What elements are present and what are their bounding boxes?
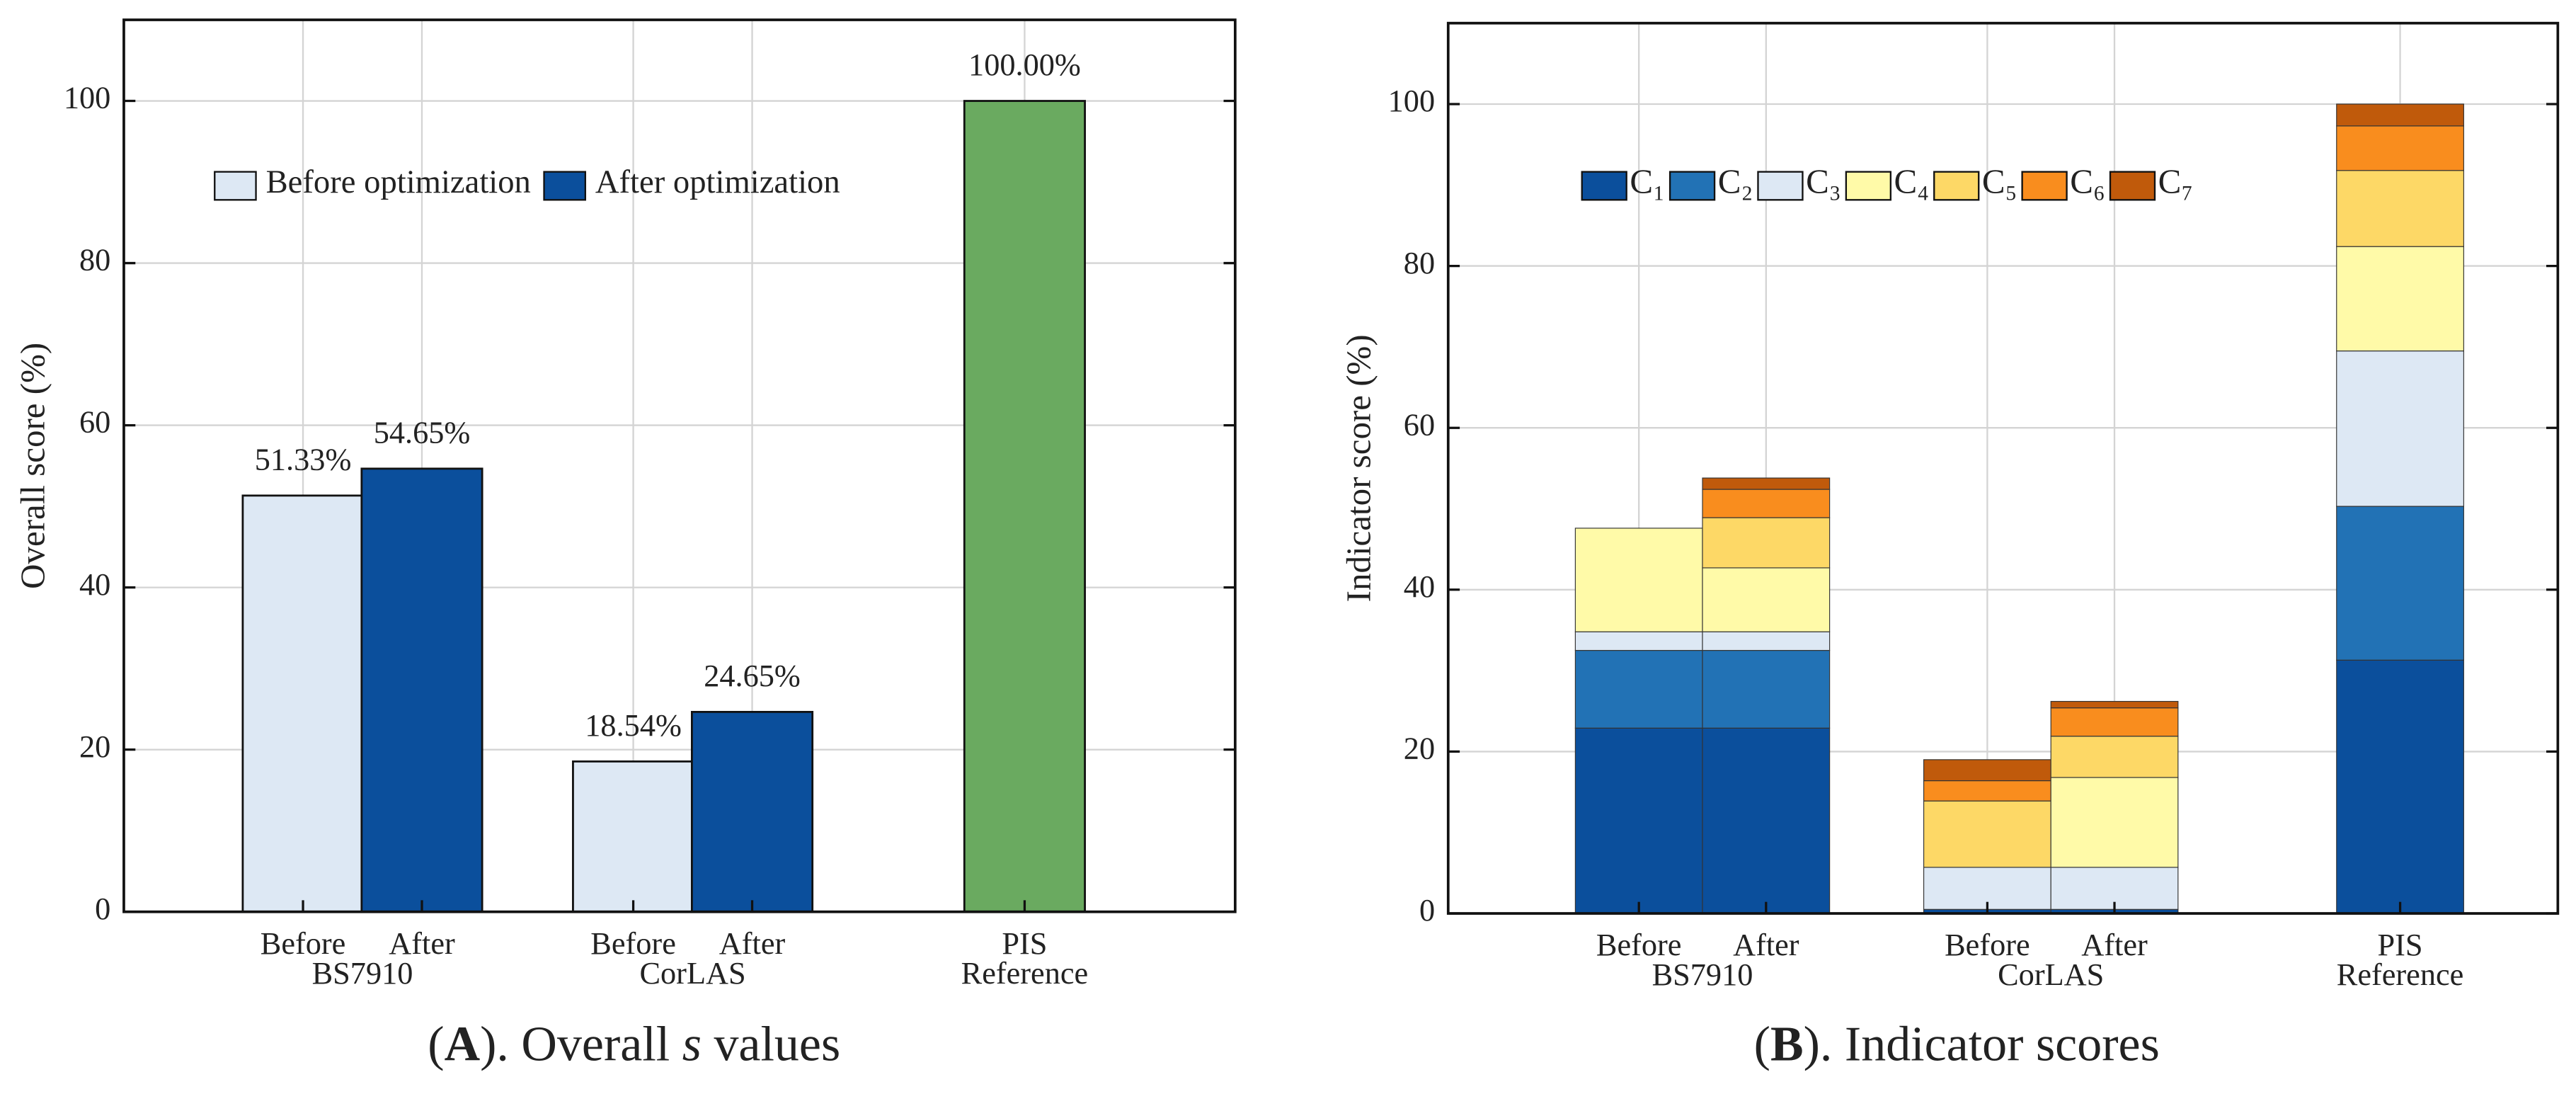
bar-segment [1702,727,1831,914]
y-tick-label: 40 [1404,569,1435,604]
bar-segment [2336,351,2464,507]
x-tick-label: Before [261,926,346,961]
bar-segment [1702,567,1831,632]
legend-swatch [1933,171,1980,201]
bar-segment [2336,170,2464,247]
bar-segment [2336,246,2464,352]
y-tick-label: 0 [1419,893,1435,928]
bar [690,710,814,913]
legend-swatch [1581,171,1627,201]
bar-segment [1702,649,1831,729]
title-part: ). Indicator scores [1804,1017,2160,1071]
x-tick-label: After [1733,928,1799,962]
bar-segment [1923,780,2051,802]
bar-segment [1923,800,2051,868]
legend-swatch [2021,171,2068,201]
x-tick-label: PIS [1002,926,1047,961]
legend-label: C₂ [1718,162,1753,201]
value-label: 54.65% [374,415,471,450]
x-tick-label: Before [1945,928,2030,962]
bar-segment [1702,489,1831,518]
value-label: 51.33% [255,442,352,477]
group-label: CorLAS [1998,957,2104,992]
legend-swatch [1757,171,1804,201]
group-label: Reference [961,956,1089,991]
title-part: values [702,1017,840,1071]
value-label: 18.54% [585,708,682,743]
legend-label: C₁ [1630,162,1665,201]
bar-segment [2050,777,2179,868]
value-label: 100.00% [968,47,1081,82]
bar-segment [1702,477,1831,490]
x-tick-label: After [719,926,786,961]
title-part: s [682,1017,702,1071]
y-tick-label: 100 [64,81,110,115]
bar-segment [1574,631,1703,651]
y-tick-label: 20 [79,729,110,764]
title-part: B [1770,1017,1804,1071]
y-tick-label: 0 [95,891,110,926]
title-part: A [445,1017,481,1071]
x-tick-label: PIS [2378,928,2423,962]
legend-label: C₅ [1982,162,2017,201]
bar [241,494,365,913]
legend-swatch [214,171,257,201]
title-part: ( [1754,1017,1770,1071]
chart-title: (B). Indicator scores [1754,1017,2160,1071]
bar-segment [2050,700,2179,709]
legend-label: C₃ [1806,162,1841,201]
y-tick-label: 60 [79,405,110,440]
bar-segment [2050,736,2179,778]
y-tick-label: 60 [1404,407,1435,442]
bar-segment [1923,759,2051,782]
y-axis-label: Overall score (%) [13,343,52,589]
bar-segment [2336,125,2464,171]
bar-segment [2336,659,2464,914]
y-tick-label: 20 [1404,731,1435,766]
title-part: ). Overall [480,1017,682,1071]
bar [963,100,1086,913]
bar-segment [2336,506,2464,661]
legend-swatch [2109,171,2156,201]
bar-segment [2050,707,2179,737]
bar-segment [2336,103,2464,127]
x-tick-label: After [389,926,455,961]
chart-title: (A). Overall s values [428,1017,840,1071]
axes-frame [122,18,1237,913]
legend-label: C₄ [1894,162,1930,201]
bar-segment [1574,649,1703,729]
y-tick-label: 100 [1388,84,1435,118]
axes-frame [1446,21,2560,915]
y-tick-label: 80 [79,243,110,278]
x-tick-label: Before [1596,928,1682,962]
group-label: BS7910 [1652,957,1753,992]
bar-segment [1574,727,1703,914]
bar-segment [1574,528,1703,632]
legend-swatch [1668,171,1716,201]
legend-label: Before optimization [266,164,531,200]
bar-segment [1702,631,1831,651]
y-axis-label: Indicator score (%) [1339,334,1378,602]
bar [572,760,695,913]
legend-label: After optimization [595,164,840,200]
bar [360,467,483,913]
y-tick-label: 40 [79,567,110,602]
legend-label: C₆ [2070,162,2105,201]
legend-swatch [543,171,587,201]
y-tick-label: 80 [1404,246,1435,280]
group-label: BS7910 [312,956,413,991]
group-label: CorLAS [639,956,745,991]
title-part: ( [428,1017,444,1071]
legend-label: C₇ [2158,162,2194,201]
legend-swatch [1845,171,1892,201]
x-tick-label: Before [590,926,676,961]
group-label: Reference [2337,957,2464,992]
bar-segment [1702,517,1831,569]
x-tick-label: After [2081,928,2148,962]
value-label: 24.65% [704,659,801,693]
